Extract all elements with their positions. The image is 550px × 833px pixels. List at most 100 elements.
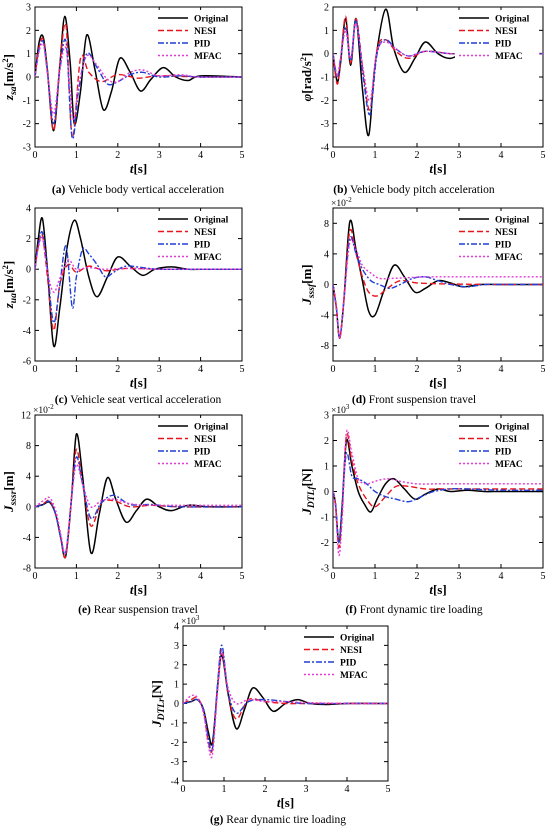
legend: Original NESI PID MFAC	[154, 418, 238, 470]
series-line-mfac	[183, 652, 388, 759]
legend-label-mfac: MFAC	[495, 460, 523, 470]
x-tick-label: 5	[541, 150, 546, 161]
legend: Original NESI PID MFAC	[154, 211, 238, 263]
legend: Original NESI PID MFAC	[455, 211, 539, 263]
chart-panel-a: 0 1 2 3 4 5 -3 -2 -1 0 1 2 3 Original NESI PID MFAC t[s] z…	[0, 3, 245, 177]
series-line-mfac	[333, 22, 543, 102]
legend-label-nesi: NESI	[340, 646, 362, 656]
y-tick-label: 0	[324, 487, 329, 498]
x-tick-label: 3	[457, 571, 462, 582]
caption-letter: (f)	[345, 604, 357, 616]
y-tick-label: 0	[324, 280, 329, 291]
series-line-pid	[183, 644, 388, 753]
legend-label-nesi: NESI	[495, 435, 517, 445]
legend: Original NESI PID MFAC	[154, 10, 238, 62]
x-tick-label: 4	[499, 364, 504, 375]
legend-label-mfac: MFAC	[495, 52, 523, 62]
x-tick-label: 0	[331, 364, 336, 375]
caption-letter: (d)	[351, 394, 366, 406]
legend-label-pid: PID	[495, 448, 512, 458]
y-tick-label: 2	[324, 3, 329, 14]
legend-label-mfac: MFAC	[495, 253, 523, 263]
series-line-original	[35, 217, 242, 348]
caption-text: Front dynamic tire loading	[359, 604, 483, 616]
series-group	[333, 429, 543, 556]
y-tick-label: -3	[171, 757, 179, 768]
legend-label-mfac: MFAC	[340, 671, 368, 681]
y-tick-label: -1	[321, 513, 329, 524]
axis-multiplier: ×10-2	[33, 403, 54, 416]
caption-d: (d) Front suspension travel	[304, 394, 524, 406]
x-tick-label: 2	[115, 364, 120, 375]
y-tick-label: -4	[321, 311, 329, 322]
x-axis-label: t[s]	[130, 582, 147, 597]
caption-letter: (a)	[51, 184, 66, 196]
y-tick-label: -2	[23, 295, 31, 306]
y-tick-label: -1	[171, 718, 179, 729]
series-line-mfac	[35, 42, 242, 121]
x-tick-label: 4	[198, 571, 203, 582]
legend-label-original: Original	[194, 15, 229, 25]
y-tick-label: -3	[321, 564, 329, 575]
legend-label-pid: PID	[495, 40, 512, 50]
x-axis-label: t[s]	[429, 375, 446, 390]
x-tick-label: 3	[157, 150, 162, 161]
legend-label-pid: PID	[495, 241, 512, 251]
x-tick-label: 3	[157, 571, 162, 582]
legend-label-original: Original	[495, 216, 530, 226]
caption-a: (a) Vehicle body vertical acceleration	[28, 184, 248, 196]
x-axis-label: t[s]	[130, 375, 147, 390]
x-tick-label: 3	[304, 784, 309, 795]
x-tick-label: 0	[33, 571, 38, 582]
legend-label-pid: PID	[194, 241, 211, 251]
x-tick-label: 3	[457, 364, 462, 375]
x-tick-label: 0	[181, 784, 186, 795]
legend-label-original: Original	[340, 634, 375, 644]
caption-text: Vehicle body pitch acceleration	[350, 184, 495, 196]
x-tick-label: 1	[74, 150, 79, 161]
y-tick-label: 4	[26, 472, 31, 483]
legend-label-nesi: NESI	[495, 27, 517, 37]
x-tick-label: 2	[263, 784, 268, 795]
caption-c: (c) Vehicle seat vertical acceleration	[28, 394, 248, 406]
x-tick-label: 1	[222, 784, 227, 795]
y-tick-label: 0	[26, 502, 31, 513]
caption-text: Vehicle body vertical acceleration	[67, 184, 225, 196]
x-tick-label: 0	[33, 364, 38, 375]
x-tick-label: 1	[373, 150, 378, 161]
x-tick-label: 5	[240, 150, 245, 161]
y-tick-label: -4	[23, 326, 31, 337]
y-tick-label: 1	[324, 26, 329, 37]
series-group	[35, 15, 242, 140]
y-tick-label: 1	[174, 680, 179, 691]
x-tick-label: 2	[415, 150, 420, 161]
y-tick-label: 4	[26, 204, 31, 215]
y-tick-label: -4	[171, 777, 179, 788]
y-tick-label: 3	[26, 3, 31, 14]
y-tick-label: 0	[26, 265, 31, 276]
y-tick-label: -8	[23, 564, 31, 575]
caption-f: (f) Front dynamic tire loading	[304, 604, 524, 616]
x-tick-label: 4	[198, 364, 203, 375]
x-tick-label: 2	[115, 571, 120, 582]
y-tick-label: 0	[174, 699, 179, 710]
legend-label-mfac: MFAC	[194, 460, 222, 470]
x-tick-label: 4	[198, 150, 203, 161]
y-axis-label: zua[m/s2]	[0, 261, 19, 310]
legend-label-pid: PID	[340, 659, 357, 669]
y-tick-label: -3	[23, 143, 31, 154]
y-tick-label: 4	[324, 249, 329, 260]
x-tick-label: 1	[373, 571, 378, 582]
legend: Original NESI PID MFAC	[455, 418, 539, 470]
x-tick-label: 4	[345, 784, 350, 795]
y-tick-label: 8	[324, 219, 329, 230]
caption-letter: (c)	[54, 394, 68, 406]
y-axis-label: JDTLf[N]	[299, 468, 317, 515]
y-tick-label: 3	[324, 411, 329, 422]
x-tick-label: 0	[331, 571, 336, 582]
caption-b: (b) Vehicle body pitch acceleration	[304, 184, 524, 196]
y-tick-label: 2	[174, 660, 179, 671]
x-tick-label: 2	[415, 571, 420, 582]
caption-text: Rear dynamic tire loading	[226, 814, 347, 826]
